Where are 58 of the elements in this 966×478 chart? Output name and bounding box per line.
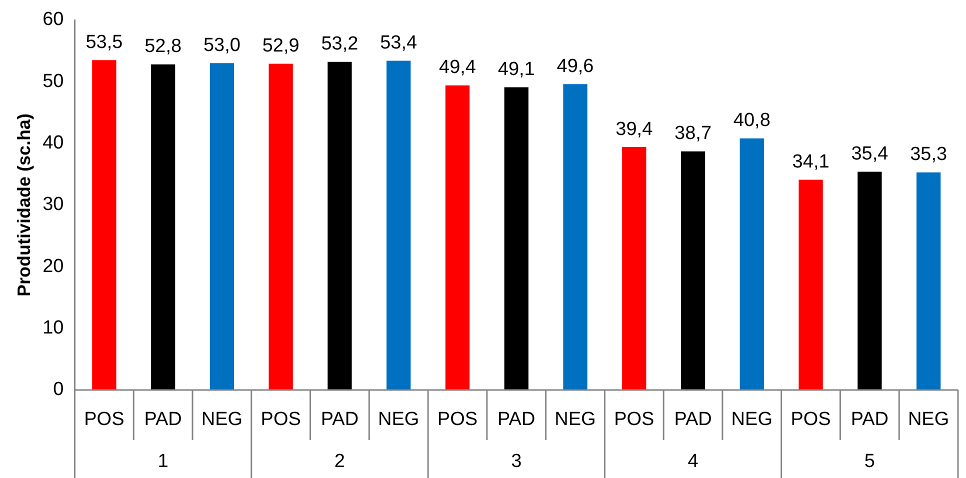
- x-tick-label: 3: [511, 451, 522, 472]
- data-label: 35,4: [851, 143, 889, 164]
- x-tick-label: 5: [864, 451, 875, 472]
- bar: [150, 64, 176, 390]
- text: NEG: [908, 409, 950, 430]
- text: NEG: [554, 409, 596, 430]
- text: NEG: [201, 409, 243, 430]
- data-label: 52,9: [262, 36, 300, 57]
- data-label: 49,4: [438, 57, 476, 78]
- series-label: POS: [84, 409, 124, 430]
- text: PAD: [144, 409, 182, 430]
- bar: [916, 172, 941, 390]
- y-tick-label: 0: [53, 379, 64, 400]
- y-tick-label: 10: [42, 318, 64, 339]
- text: PAD: [850, 409, 889, 430]
- bar: [445, 85, 470, 390]
- bar: [92, 60, 116, 390]
- text: NEG: [731, 409, 772, 430]
- bar: [504, 87, 528, 390]
- bar: [386, 60, 411, 390]
- text: PAD: [674, 409, 712, 430]
- data-label: 38,7: [674, 123, 712, 144]
- data-label: 40,8: [733, 110, 770, 132]
- y-tick-label: 30: [42, 194, 64, 216]
- y-tick-label: 40: [42, 132, 64, 154]
- bar: [858, 172, 882, 390]
- data-label: 34,1: [792, 151, 830, 172]
- series-label: NEG: [378, 409, 420, 430]
- data-label: 52,8: [144, 36, 182, 58]
- text: POS: [790, 409, 831, 430]
- text: POS: [437, 409, 478, 430]
- y-tick-label: 50: [42, 70, 64, 92]
- data-label: 39,4: [616, 118, 654, 140]
- series-label: PAD: [320, 409, 359, 430]
- data-label: 53,2: [321, 34, 358, 55]
- y-axis-title: Produtividade (sc.ha): [14, 113, 34, 297]
- bar: [798, 180, 823, 390]
- x-tick-label: 2: [334, 451, 346, 472]
- bar: [563, 84, 588, 390]
- text: POS: [260, 409, 301, 430]
- bar: [622, 147, 646, 390]
- data-label: 49,6: [556, 56, 594, 77]
- x-tick-label: 1: [158, 451, 168, 472]
- x-tick-label: 4: [688, 451, 699, 472]
- data-label: 53,0: [203, 34, 240, 56]
- data-label: 49,1: [498, 58, 535, 80]
- y-tick-label: 60: [42, 9, 64, 30]
- bar: [328, 62, 352, 390]
- y-tick-label: 20: [42, 256, 64, 277]
- bar: [210, 63, 234, 390]
- bar: [680, 151, 706, 390]
- text: POS: [614, 409, 654, 430]
- text: PAD: [498, 409, 536, 430]
- data-label: 53,5: [86, 32, 123, 53]
- bar: [740, 138, 764, 390]
- bar: [268, 64, 293, 390]
- data-label: 53,4: [380, 32, 418, 54]
- data-label: 35,3: [910, 144, 948, 166]
